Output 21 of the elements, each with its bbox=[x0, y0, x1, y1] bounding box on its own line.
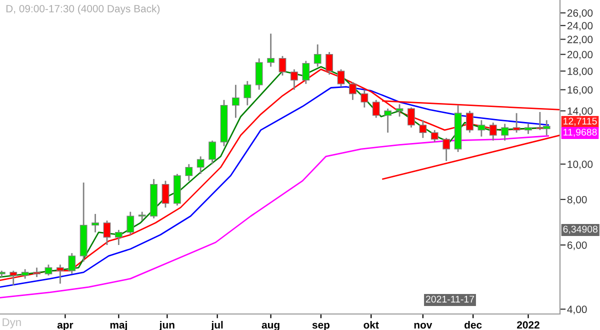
y-tick-label: 6,00 bbox=[567, 241, 587, 250]
text: 6,34908 bbox=[563, 226, 598, 234]
text: 11,9688 bbox=[564, 128, 597, 137]
y-tick-label: 4,00 bbox=[567, 306, 587, 314]
x-tick-label: dec bbox=[464, 320, 482, 329]
annotation: 2021-11-17 bbox=[426, 296, 474, 303]
y-tick-label: 10,00 bbox=[568, 160, 593, 170]
y-tick-label: 14,00 bbox=[568, 107, 593, 116]
y-tick-label: 8,00 bbox=[567, 196, 587, 205]
y-tick-label: 22,00 bbox=[567, 36, 593, 44]
y-tick-label: 24,00 bbox=[567, 22, 593, 31]
y-tick-label: 16,00 bbox=[568, 86, 593, 95]
text: 12,7115 bbox=[564, 118, 597, 126]
text: Dyn bbox=[2, 318, 21, 328]
y-tick-label: 18,00 bbox=[568, 68, 593, 76]
x-tick-label: 2022 bbox=[517, 321, 540, 329]
y-tick-label: 26,00 bbox=[567, 9, 593, 18]
x-tick-label: okt bbox=[364, 320, 379, 329]
y-tick-label: 20,00 bbox=[567, 50, 593, 60]
x-tick-label: nov bbox=[414, 322, 432, 329]
chart-title: D, 09:00-17:30 (4000 Days Back) bbox=[6, 4, 160, 14]
